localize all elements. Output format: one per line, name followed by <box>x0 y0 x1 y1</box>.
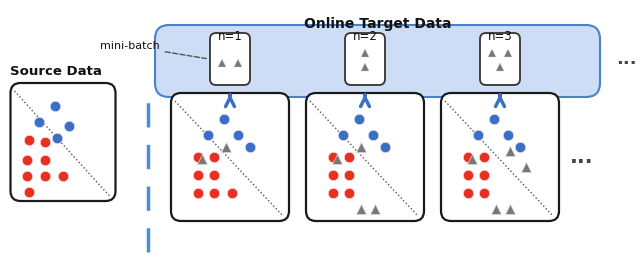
FancyBboxPatch shape <box>306 93 424 221</box>
FancyBboxPatch shape <box>210 33 250 85</box>
FancyBboxPatch shape <box>155 25 600 97</box>
Text: ...: ... <box>570 147 594 167</box>
Text: Source Data: Source Data <box>10 65 102 78</box>
Text: Online Target Data: Online Target Data <box>304 17 451 31</box>
Text: mini-batch: mini-batch <box>100 41 206 58</box>
FancyBboxPatch shape <box>171 93 289 221</box>
Text: n=3: n=3 <box>488 30 513 43</box>
FancyBboxPatch shape <box>441 93 559 221</box>
FancyBboxPatch shape <box>10 83 115 201</box>
Text: ...: ... <box>616 50 637 68</box>
FancyBboxPatch shape <box>480 33 520 85</box>
Text: n=1: n=1 <box>218 30 243 43</box>
FancyBboxPatch shape <box>345 33 385 85</box>
Text: n=2: n=2 <box>353 30 378 43</box>
